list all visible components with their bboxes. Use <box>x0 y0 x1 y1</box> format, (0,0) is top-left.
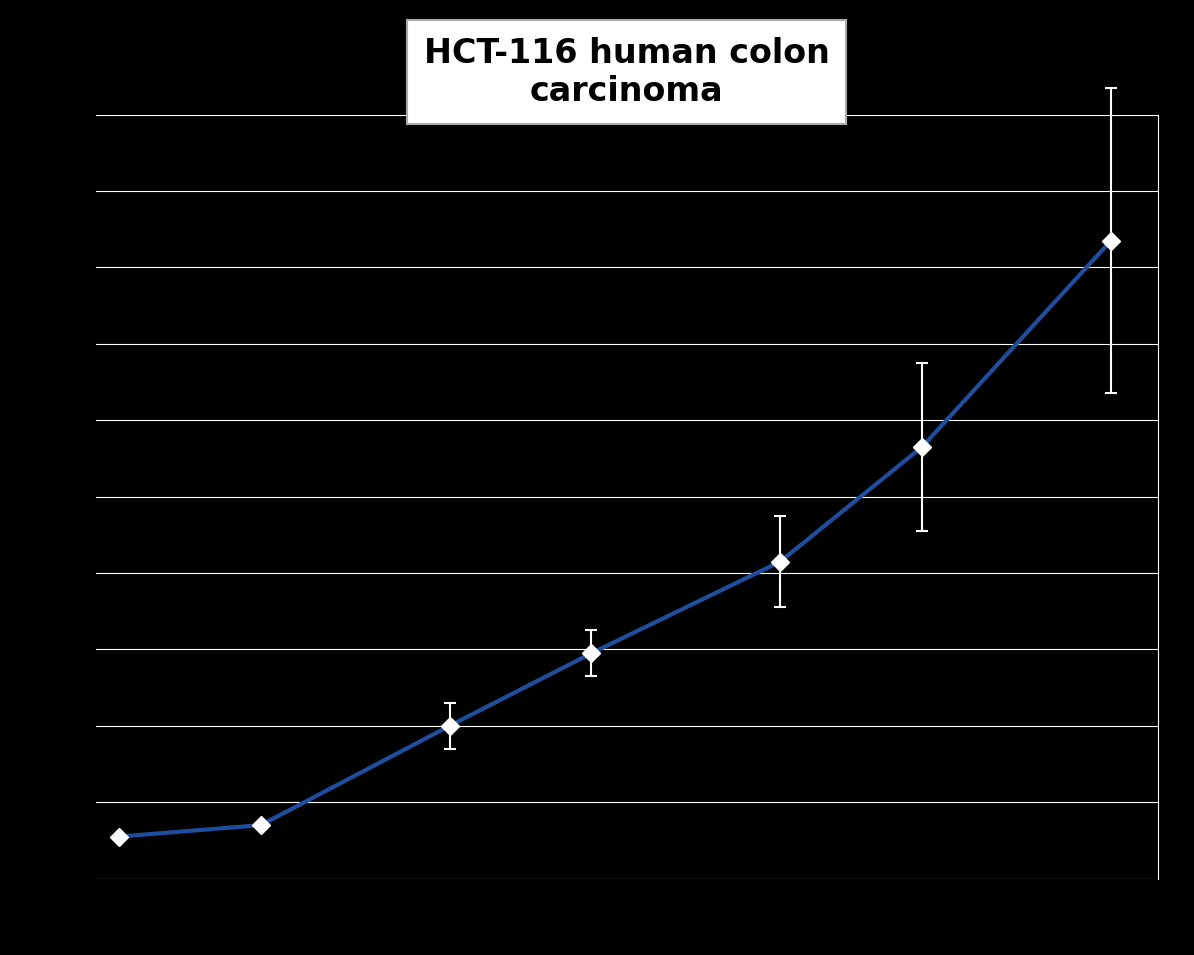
Title: HCT-116 human colon
carcinoma: HCT-116 human colon carcinoma <box>424 36 830 108</box>
